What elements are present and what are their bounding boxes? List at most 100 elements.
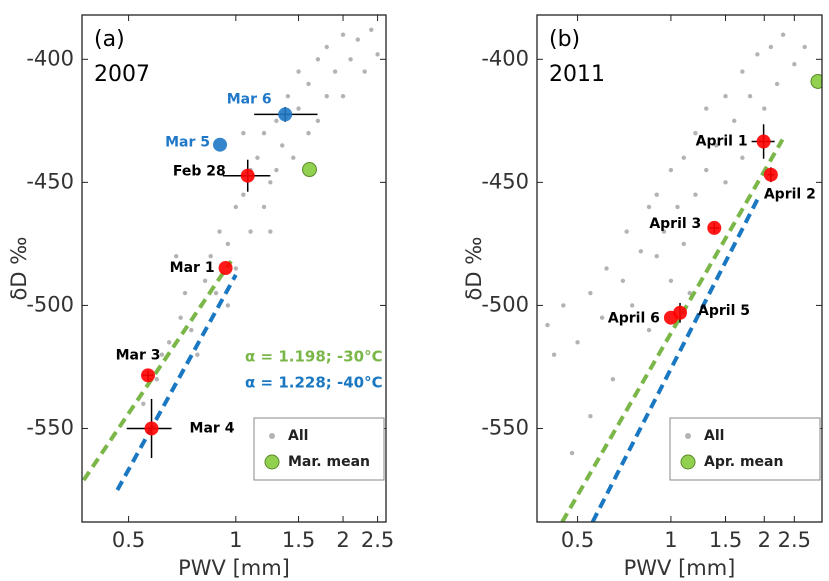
data-point <box>241 130 246 136</box>
data-point <box>629 303 635 308</box>
data-point <box>225 303 231 308</box>
x-tick-label: 2.5 <box>361 528 394 552</box>
data-point <box>369 27 374 32</box>
legend-marker <box>269 433 275 439</box>
data-point <box>604 266 609 271</box>
point-label: Feb 28 <box>173 164 226 180</box>
data-point <box>173 253 179 259</box>
data-point <box>225 241 231 247</box>
point-label: April 3 <box>649 216 701 232</box>
data-point <box>599 315 605 320</box>
data-point <box>348 57 353 62</box>
fit-label: α = 1.228; -40°C <box>245 374 383 392</box>
data-point <box>268 180 273 185</box>
data-point <box>202 278 208 284</box>
point-label: Mar 6 <box>227 91 272 107</box>
data-point <box>723 180 728 185</box>
fit-line <box>115 273 238 491</box>
x-tick-label: 0.5 <box>561 528 594 552</box>
data-point <box>732 118 737 124</box>
point-label: Mar 1 <box>170 260 215 276</box>
fit-label: α = 1.198; -30°C <box>245 348 383 366</box>
y-axis-label: δD ‰ <box>462 237 486 301</box>
data-point <box>217 229 222 234</box>
legend-marker <box>685 433 691 439</box>
legend-marker <box>680 454 696 470</box>
data-point <box>661 229 667 234</box>
point-label: Mar 5 <box>165 135 210 151</box>
y-tick-label: -500 <box>26 292 74 316</box>
data-point <box>768 44 774 50</box>
x-tick-label: 2 <box>758 528 771 552</box>
legend-box <box>669 417 821 481</box>
x-tick-label: 1 <box>664 528 677 552</box>
legend-label: Apr. mean <box>704 454 783 470</box>
data-point <box>704 167 709 173</box>
data-point <box>255 155 260 160</box>
data-point <box>375 52 380 57</box>
y-tick-label: -550 <box>481 415 529 439</box>
data-point <box>291 155 296 160</box>
data-point <box>624 229 629 234</box>
x-tick-label: 1.5 <box>709 528 742 552</box>
data-point <box>166 340 172 345</box>
legend-label: Mar. mean <box>288 454 370 470</box>
event-point <box>278 107 293 122</box>
data-point <box>241 192 246 197</box>
plot-area <box>82 27 380 491</box>
data-point <box>141 401 146 407</box>
data-point <box>610 377 616 382</box>
data-point <box>681 155 686 160</box>
data-point <box>693 192 698 197</box>
data-point <box>332 69 338 74</box>
data-point <box>575 340 580 345</box>
data-point <box>362 69 367 74</box>
data-point <box>324 44 329 50</box>
legend-label: All <box>288 428 308 444</box>
data-point <box>213 290 219 296</box>
data-point <box>561 303 566 308</box>
event-point <box>218 261 233 276</box>
event-point <box>144 421 159 436</box>
data-point <box>340 32 346 37</box>
fit-line <box>82 260 233 482</box>
event-point <box>141 368 156 383</box>
point-label: April 5 <box>698 303 750 319</box>
data-point <box>687 290 692 296</box>
axes-frame <box>536 14 823 523</box>
data-point <box>159 352 165 357</box>
data-point <box>620 278 626 284</box>
data-point <box>178 315 183 320</box>
event-point <box>213 137 228 152</box>
axes-frame <box>81 14 387 523</box>
y-tick-label: -450 <box>26 169 74 193</box>
legend-box <box>253 417 385 481</box>
data-point <box>285 94 291 99</box>
event-point <box>663 310 678 325</box>
y-tick-label: -450 <box>481 169 529 193</box>
x-tick-label: 0.5 <box>112 528 145 552</box>
data-point <box>248 229 253 234</box>
data-point <box>774 81 780 87</box>
data-point <box>668 278 674 284</box>
data-point <box>315 118 321 124</box>
data-point <box>233 266 239 271</box>
x-tick-label: 1.5 <box>282 528 315 552</box>
data-point <box>233 204 239 210</box>
data-point <box>740 155 745 160</box>
data-point <box>668 167 674 173</box>
mean-point <box>810 73 822 89</box>
data-point <box>355 37 360 42</box>
mean-point <box>301 162 317 178</box>
data-point <box>182 290 188 296</box>
data-point <box>324 94 329 99</box>
data-point <box>340 94 346 99</box>
data-point <box>654 253 659 259</box>
data-point <box>189 327 194 333</box>
panel-label: (b) <box>549 27 580 52</box>
data-point <box>261 130 267 136</box>
point-label: April 6 <box>608 311 660 327</box>
event-point <box>763 167 778 182</box>
data-point <box>675 204 680 210</box>
data-point <box>551 352 557 357</box>
